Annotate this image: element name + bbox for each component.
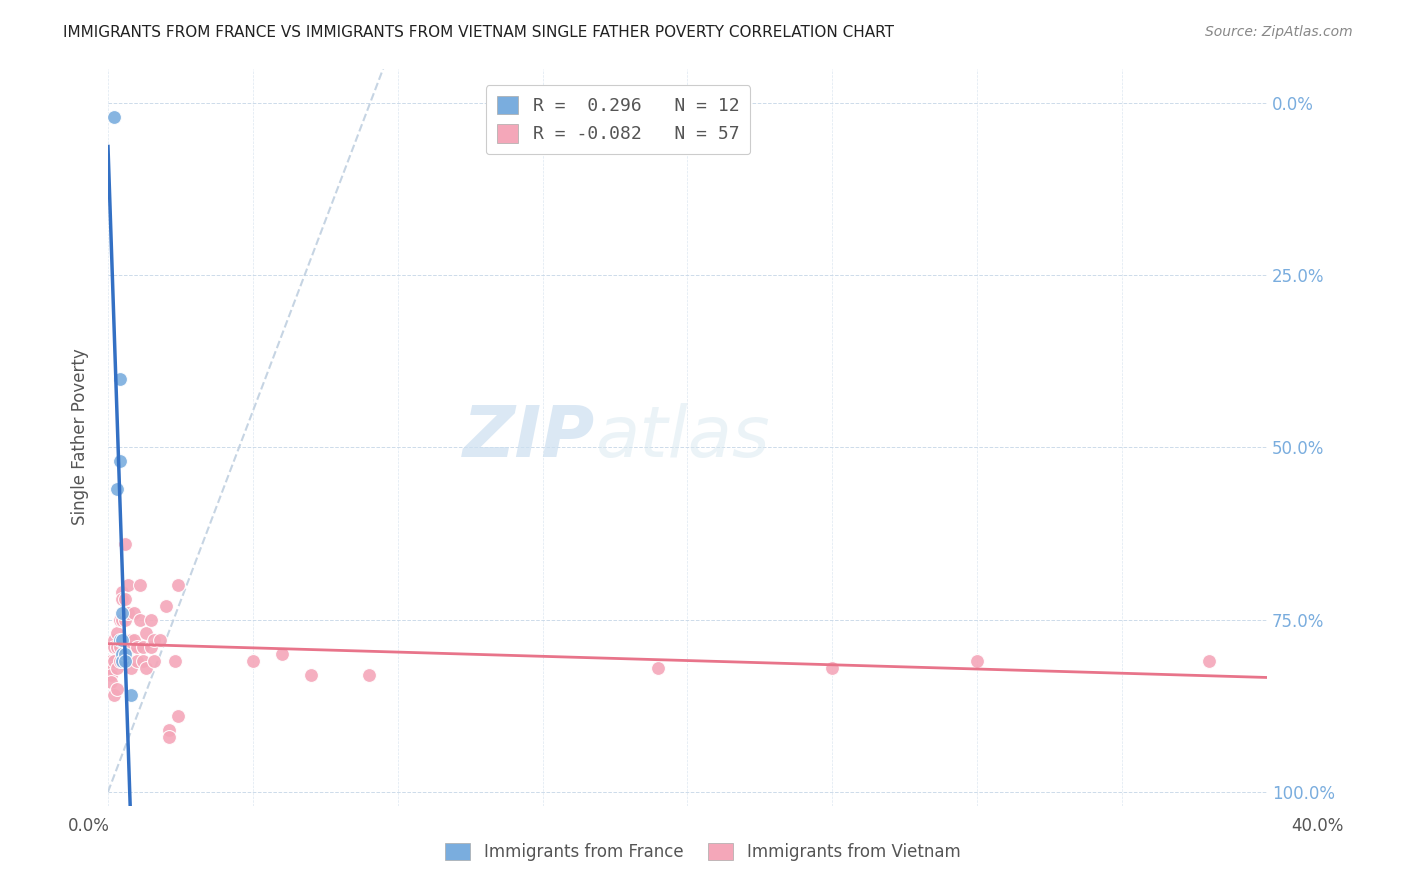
Point: [132, 654, 155, 668]
Text: atlas: atlas: [595, 402, 769, 472]
Point: [114, 613, 136, 627]
Point: [111, 606, 134, 620]
Point: [111, 647, 134, 661]
Point: [122, 606, 145, 620]
Point: [108, 640, 131, 655]
Legend: Immigrants from France, Immigrants from Vietnam: Immigrants from France, Immigrants from …: [439, 836, 967, 868]
Point: [166, 709, 188, 723]
Point: [105, 482, 128, 496]
Point: [111, 585, 134, 599]
Text: 40.0%: 40.0%: [1291, 817, 1344, 835]
Point: [105, 640, 128, 655]
Point: [166, 578, 188, 592]
Point: [647, 661, 669, 675]
Point: [108, 371, 131, 385]
Point: [111, 613, 134, 627]
Point: [111, 633, 134, 648]
Point: [966, 654, 988, 668]
Point: [114, 537, 136, 551]
Point: [103, 654, 125, 668]
Point: [143, 654, 166, 668]
Point: [100, 667, 122, 681]
Point: [114, 654, 136, 668]
Point: [242, 654, 264, 668]
Point: [111, 654, 134, 668]
Point: [157, 723, 180, 737]
Point: [100, 654, 122, 668]
Point: [108, 613, 131, 627]
Point: [117, 578, 139, 592]
Point: [132, 640, 155, 655]
Point: [114, 591, 136, 606]
Text: 0.0%: 0.0%: [67, 817, 110, 835]
Point: [141, 613, 163, 627]
Point: [157, 730, 180, 744]
Point: [120, 689, 142, 703]
Point: [125, 640, 148, 655]
Point: [120, 633, 142, 648]
Point: [155, 599, 177, 613]
Point: [357, 667, 380, 681]
Point: [111, 633, 134, 648]
Point: [125, 654, 148, 668]
Point: [163, 654, 186, 668]
Point: [141, 640, 163, 655]
Text: Source: ZipAtlas.com: Source: ZipAtlas.com: [1205, 25, 1353, 39]
Point: [103, 633, 125, 648]
Point: [270, 647, 292, 661]
Point: [1198, 654, 1220, 668]
Y-axis label: Single Father Poverty: Single Father Poverty: [72, 349, 89, 525]
Point: [128, 578, 150, 592]
Point: [111, 591, 134, 606]
Point: [122, 633, 145, 648]
Point: [821, 661, 844, 675]
Point: [135, 626, 157, 640]
Point: [299, 667, 322, 681]
Text: IMMIGRANTS FROM FRANCE VS IMMIGRANTS FROM VIETNAM SINGLE FATHER POVERTY CORRELAT: IMMIGRANTS FROM FRANCE VS IMMIGRANTS FRO…: [63, 25, 894, 40]
Point: [108, 633, 131, 648]
Point: [108, 454, 131, 468]
Point: [103, 640, 125, 655]
Point: [135, 661, 157, 675]
Point: [103, 689, 125, 703]
Point: [143, 633, 166, 648]
Point: [105, 681, 128, 696]
Point: [103, 110, 125, 124]
Point: [108, 654, 131, 668]
Point: [100, 661, 122, 675]
Point: [100, 674, 122, 689]
Text: ZIP: ZIP: [463, 402, 595, 472]
Point: [149, 633, 172, 648]
Legend: R =  0.296   N = 12, R = -0.082   N = 57: R = 0.296 N = 12, R = -0.082 N = 57: [485, 85, 751, 154]
Point: [117, 606, 139, 620]
Point: [128, 613, 150, 627]
Point: [114, 647, 136, 661]
Point: [114, 633, 136, 648]
Point: [120, 661, 142, 675]
Point: [105, 626, 128, 640]
Point: [105, 661, 128, 675]
Point: [120, 640, 142, 655]
